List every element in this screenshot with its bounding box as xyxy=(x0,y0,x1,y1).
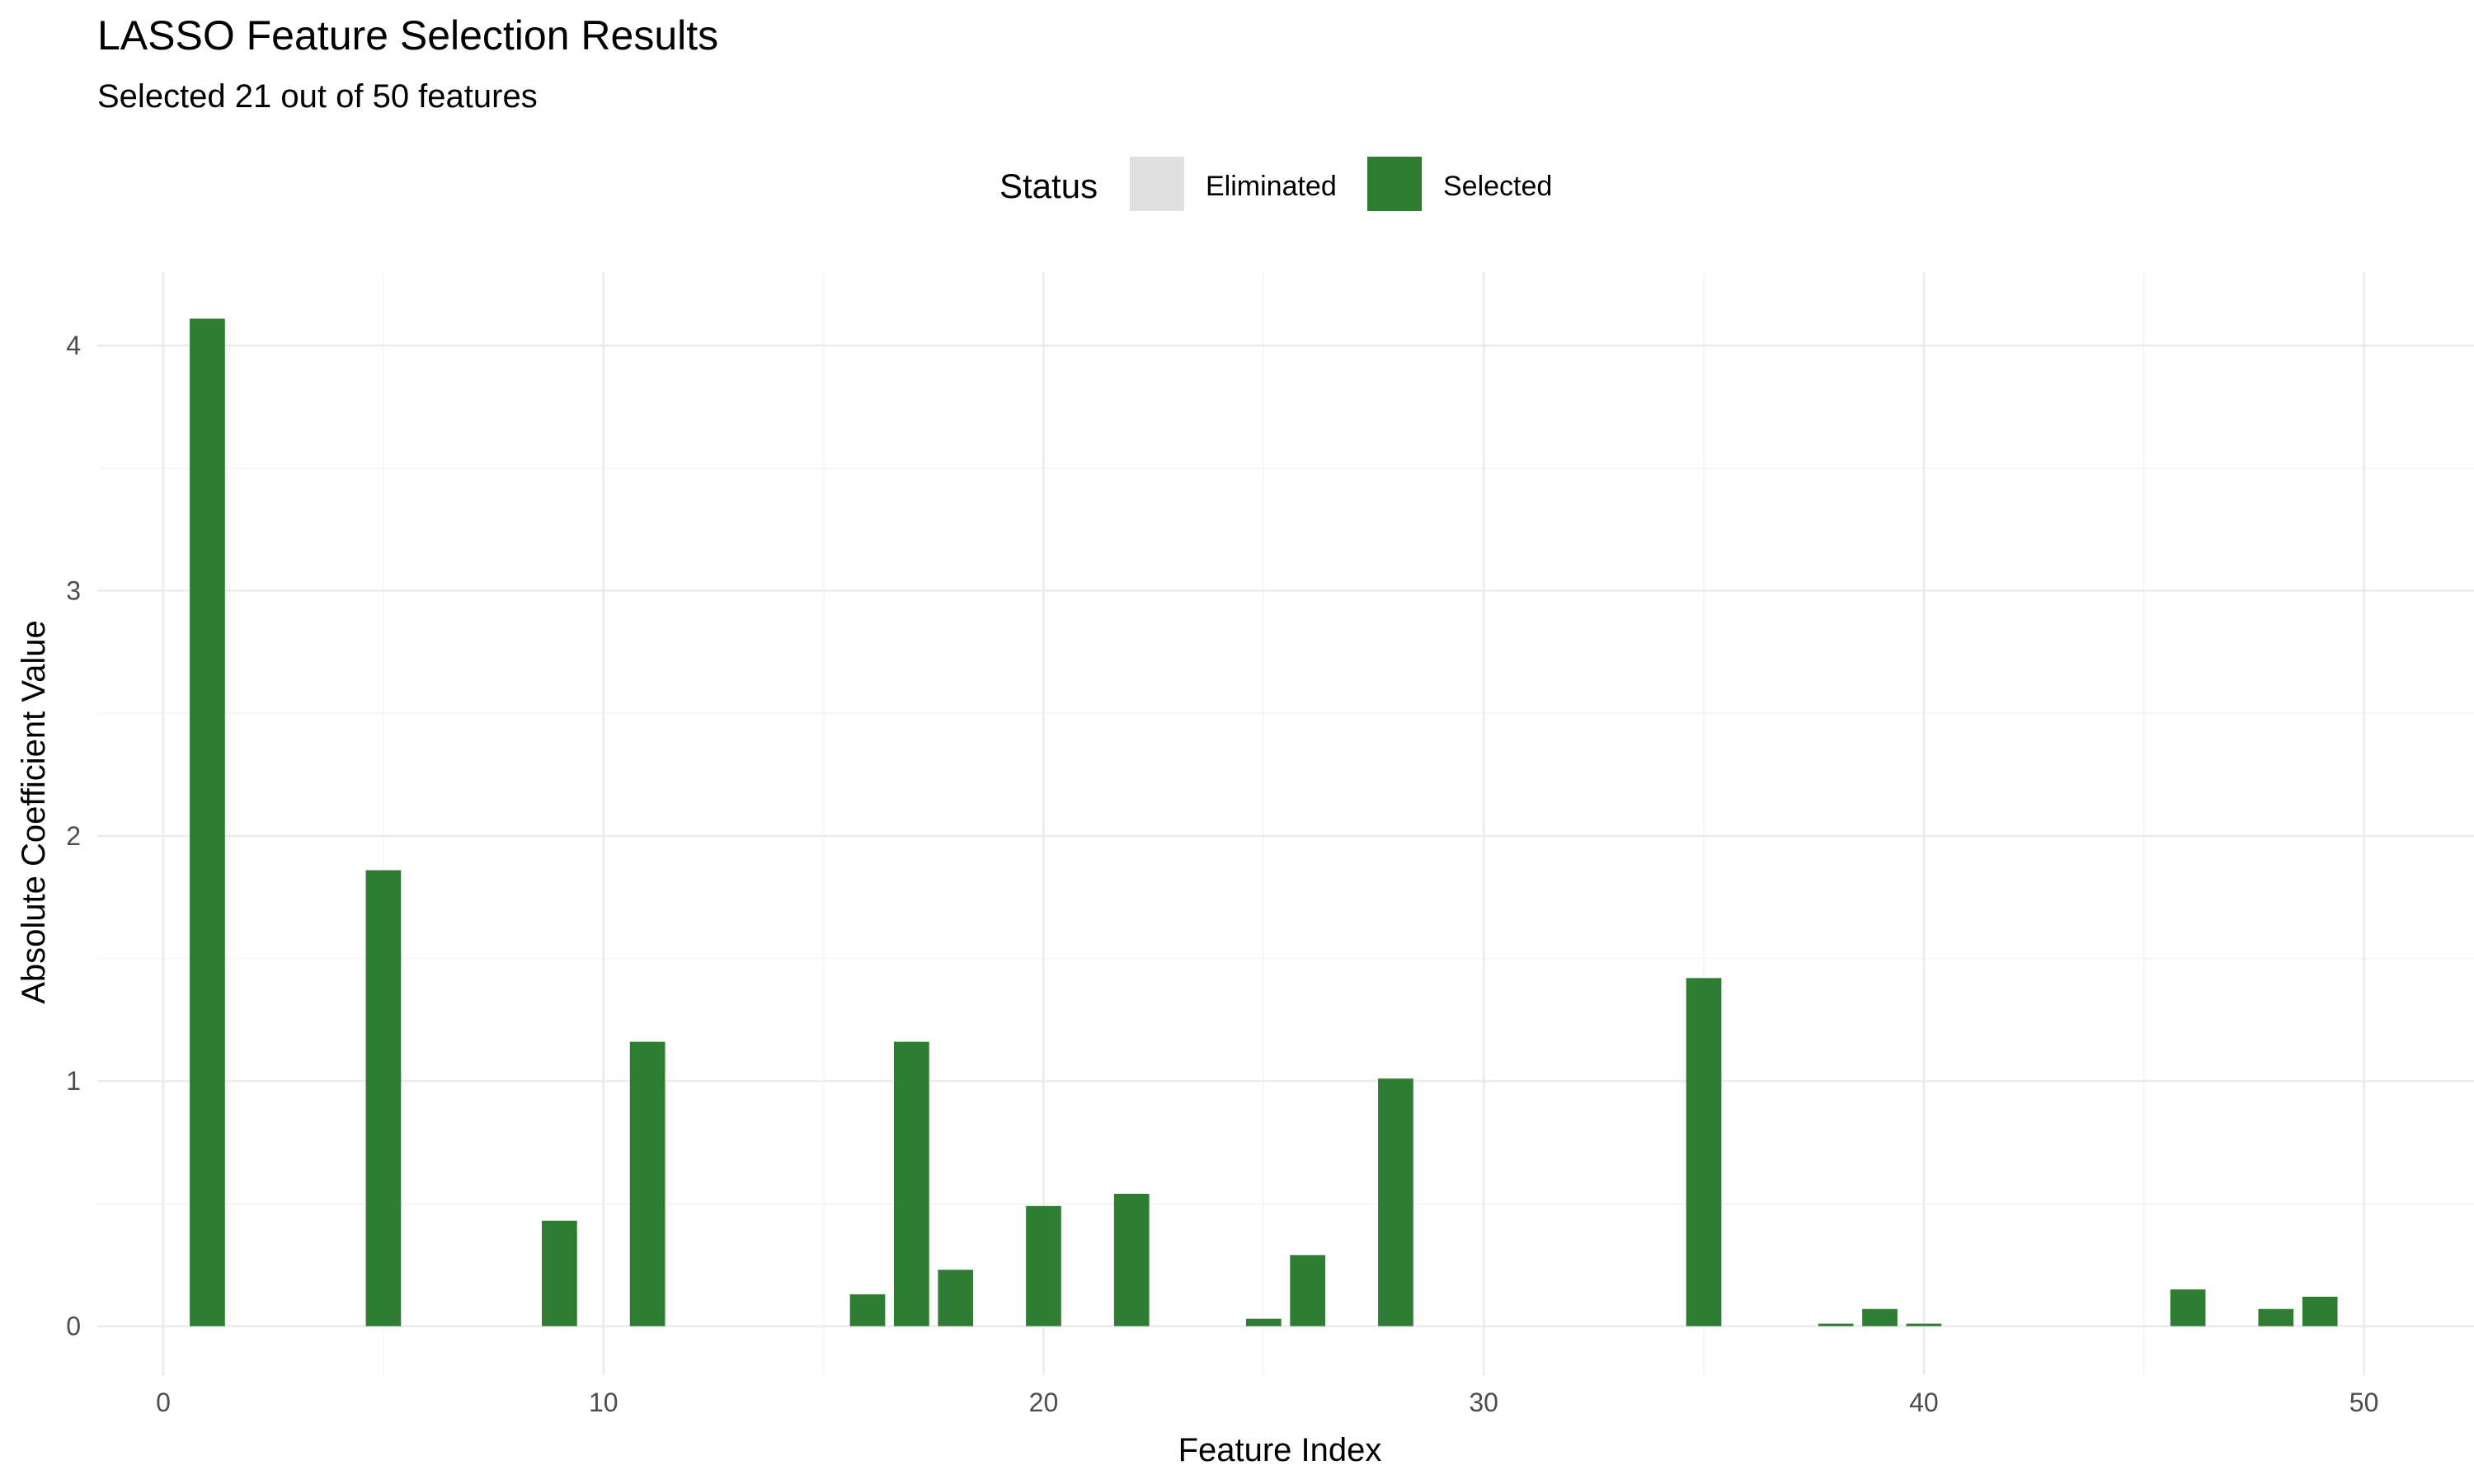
bar-feature-40 xyxy=(1906,1323,1942,1327)
bar-feature-20 xyxy=(1026,1205,1061,1327)
x-tick-label: 30 xyxy=(1469,1388,1498,1417)
x-axis-ticks: 0 10 20 30 40 50 xyxy=(156,1388,2378,1417)
bars xyxy=(190,318,2338,1327)
bar-feature-26 xyxy=(1290,1255,1326,1327)
y-axis-ticks: 0 1 2 3 4 xyxy=(66,331,81,1341)
x-tick-label: 50 xyxy=(2349,1388,2379,1417)
y-axis-title: Absolute Coefficient Value xyxy=(16,620,52,1004)
bar-feature-48 xyxy=(2258,1308,2294,1327)
bar-feature-49 xyxy=(2302,1296,2338,1327)
y-tick-label: 0 xyxy=(66,1312,81,1341)
legend: Status Eliminated Selected xyxy=(999,157,1552,211)
bar-feature-39 xyxy=(1862,1308,1898,1327)
bar-feature-16 xyxy=(849,1294,886,1327)
chart-title: LASSO Feature Selection Results xyxy=(97,12,718,59)
bar-feature-35 xyxy=(1686,978,1722,1327)
legend-label-eliminated: Eliminated xyxy=(1206,171,1337,202)
x-tick-label: 20 xyxy=(1029,1388,1059,1417)
y-tick-label: 3 xyxy=(66,576,81,606)
legend-title: Status xyxy=(999,167,1098,205)
bar-feature-5 xyxy=(365,870,402,1327)
y-tick-label: 2 xyxy=(66,821,81,851)
bar-feature-38 xyxy=(1818,1323,1854,1327)
bar-feature-17 xyxy=(894,1041,929,1327)
bar-feature-46 xyxy=(2170,1289,2206,1327)
y-tick-label: 4 xyxy=(66,331,81,360)
bar-feature-18 xyxy=(938,1270,974,1327)
legend-key-eliminated xyxy=(1130,157,1184,211)
chart-subtitle: Selected 21 out of 50 features xyxy=(97,78,538,115)
x-axis-title: Feature Index xyxy=(1178,1432,1382,1468)
bar-feature-25 xyxy=(1245,1318,1282,1327)
bar-feature-1 xyxy=(190,318,225,1327)
bar-feature-28 xyxy=(1378,1078,1413,1327)
x-tick-label: 40 xyxy=(1909,1388,1939,1417)
bar-feature-11 xyxy=(629,1041,666,1327)
y-tick-label: 1 xyxy=(66,1066,81,1096)
legend-label-selected: Selected xyxy=(1443,171,1552,202)
legend-key-selected xyxy=(1367,157,1422,211)
x-tick-label: 0 xyxy=(156,1388,171,1417)
x-tick-label: 10 xyxy=(589,1388,618,1417)
grid xyxy=(97,272,2474,1375)
bar-feature-9 xyxy=(542,1220,577,1327)
bar-feature-22 xyxy=(1113,1193,1150,1327)
